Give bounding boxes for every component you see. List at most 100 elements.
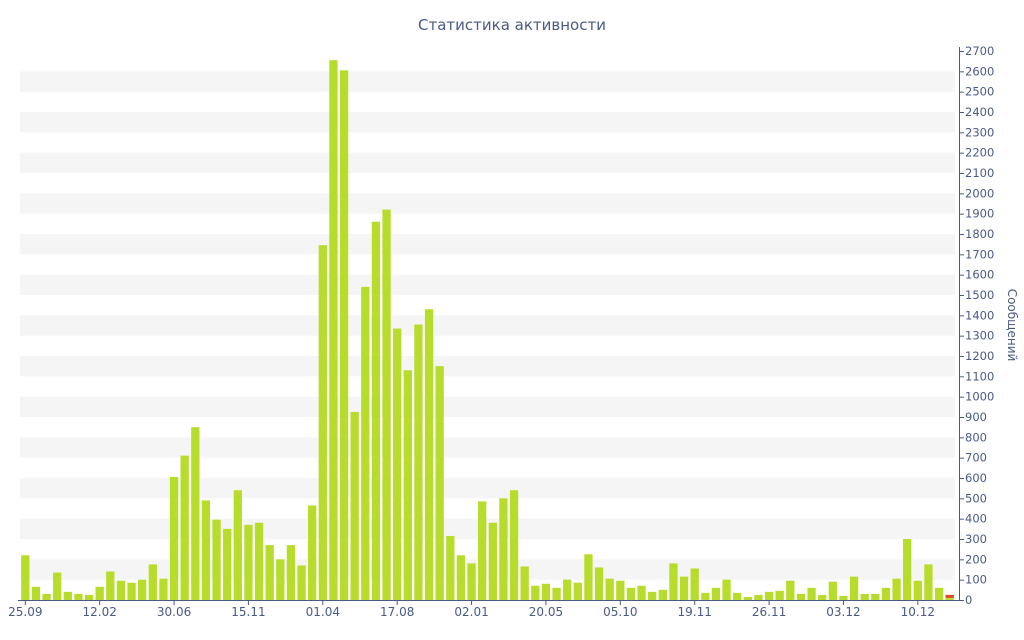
bar <box>775 590 784 600</box>
bar <box>594 567 604 600</box>
bar <box>807 587 816 600</box>
bar <box>361 286 370 600</box>
grid-band <box>20 112 955 133</box>
bar <box>860 593 869 600</box>
y-tick-label: 1100 <box>965 369 994 383</box>
grid-bands <box>20 71 955 580</box>
bar <box>881 587 891 600</box>
bar <box>382 209 391 600</box>
bar <box>244 524 253 600</box>
x-tick-label: 20.05 <box>529 605 563 619</box>
bar <box>148 564 157 600</box>
bar <box>393 328 402 600</box>
grid-band <box>20 234 955 255</box>
bar <box>743 596 752 600</box>
bar <box>679 576 689 600</box>
bar <box>424 309 434 600</box>
bar <box>616 580 625 600</box>
bar <box>403 370 412 600</box>
bar <box>839 595 848 600</box>
bar <box>722 579 731 600</box>
axes-group <box>18 47 964 605</box>
bar <box>159 578 168 600</box>
bar <box>701 592 710 600</box>
bar <box>286 545 296 600</box>
bar <box>223 528 232 600</box>
bar <box>733 592 742 600</box>
bar <box>764 591 774 600</box>
bar <box>509 490 519 600</box>
bar <box>446 535 455 600</box>
bar <box>690 568 699 600</box>
grid-band <box>20 152 955 173</box>
y-tick-label: 2100 <box>965 166 994 180</box>
bar <box>371 221 381 601</box>
bar <box>212 519 221 600</box>
bar <box>648 591 657 600</box>
x-tick-label: 02.01 <box>454 605 488 619</box>
bar <box>329 60 338 600</box>
bar <box>913 580 922 600</box>
bar <box>116 580 126 600</box>
bar <box>754 594 763 600</box>
bar <box>233 490 242 600</box>
bar <box>669 563 678 600</box>
bar <box>308 505 317 600</box>
bar <box>254 522 264 600</box>
y-tick-label: 300 <box>965 532 987 546</box>
bar <box>552 587 561 600</box>
y-tick-label: 1900 <box>965 207 994 221</box>
y-tick-label: 1400 <box>965 308 994 322</box>
bar <box>138 579 147 600</box>
bar <box>637 585 646 600</box>
y-tick-label: 0 <box>965 593 972 607</box>
bar <box>31 586 41 600</box>
x-tick-label: 01.04 <box>306 605 340 619</box>
grid-band <box>20 437 955 458</box>
bar <box>488 522 497 600</box>
bar <box>531 585 540 600</box>
x-tick-label: 03.12 <box>826 605 860 619</box>
bar <box>658 589 667 600</box>
x-tick-label: 17.08 <box>380 605 414 619</box>
y-tick-label: 900 <box>965 410 987 424</box>
bar <box>626 587 636 600</box>
bar <box>42 593 51 600</box>
y-tick-label: 500 <box>965 491 987 505</box>
bar <box>350 411 359 600</box>
bar <box>265 545 274 600</box>
y-tick-label: 800 <box>965 430 987 444</box>
bar <box>74 593 83 600</box>
grid-band <box>20 478 955 499</box>
y-tick-labels: 0 100 200 300 400 500 600 700 800 900 1000 1100 1200… <box>965 44 994 607</box>
bar <box>297 565 306 600</box>
x-tick-label: 30.06 <box>157 605 191 619</box>
bar <box>818 594 827 600</box>
y-tick-label: 2400 <box>965 105 994 119</box>
bar <box>435 366 444 600</box>
highlight-bar <box>945 594 954 598</box>
y-tick-label: 1600 <box>965 268 994 282</box>
bar <box>53 572 62 600</box>
bar <box>541 583 551 600</box>
grid-band <box>20 274 955 295</box>
grid-band <box>20 396 955 417</box>
grid-band <box>20 71 955 92</box>
y-tick-label: 1200 <box>965 349 994 363</box>
x-tick-label: 26.11 <box>752 605 786 619</box>
bar <box>478 501 487 600</box>
x-tick-labels: 25.09 12.02 30.06 15.11 01.04 17.08 02.01 20.05… <box>8 605 935 619</box>
y-tick-label: 400 <box>965 512 987 526</box>
bar <box>201 500 211 600</box>
bar <box>467 563 476 600</box>
y-tick-label: 600 <box>965 471 987 485</box>
y-tick-label: 700 <box>965 451 987 465</box>
y-tick-label: 100 <box>965 573 987 587</box>
grid-band <box>20 315 955 336</box>
bar <box>63 591 72 600</box>
bar <box>456 555 466 600</box>
bar <box>871 593 880 600</box>
bar <box>169 476 179 600</box>
x-tick-label: 10.12 <box>901 605 935 619</box>
bar <box>191 427 200 600</box>
